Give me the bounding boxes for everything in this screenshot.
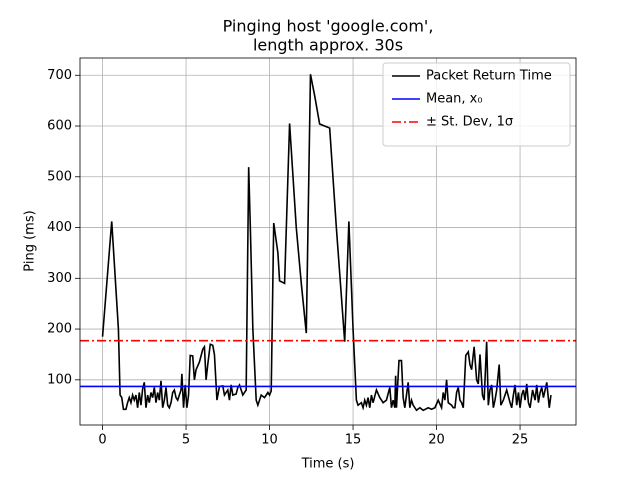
x-tick-label: 20 xyxy=(428,433,445,448)
legend-label: ± St. Dev, 1σ xyxy=(426,115,513,130)
y-tick-label: 100 xyxy=(47,372,72,387)
y-tick-label: 200 xyxy=(47,322,72,337)
legend-box xyxy=(382,62,571,147)
y-tick-label: 600 xyxy=(47,119,72,134)
chart-title: Pinging host 'google.com', xyxy=(223,17,434,36)
x-tick-label: 15 xyxy=(345,433,362,448)
x-axis-label: Time (s) xyxy=(301,457,355,472)
legend-label: Packet Return Time xyxy=(426,69,552,84)
y-tick-label: 700 xyxy=(47,68,72,83)
y-tick-label: 400 xyxy=(47,220,72,235)
y-tick-label: 500 xyxy=(47,169,72,184)
x-tick-label: 10 xyxy=(261,433,278,448)
chart-title: length approx. 30s xyxy=(253,36,403,55)
x-tick-label: 5 xyxy=(182,433,190,448)
legend-label: Mean, x₀ xyxy=(426,92,483,107)
y-tick-label: 300 xyxy=(47,271,72,286)
plot-frame xyxy=(79,57,577,426)
x-tick-label: 25 xyxy=(512,433,529,448)
x-tick-label: 0 xyxy=(98,433,106,448)
y-axis-label: Ping (ms) xyxy=(23,210,38,271)
